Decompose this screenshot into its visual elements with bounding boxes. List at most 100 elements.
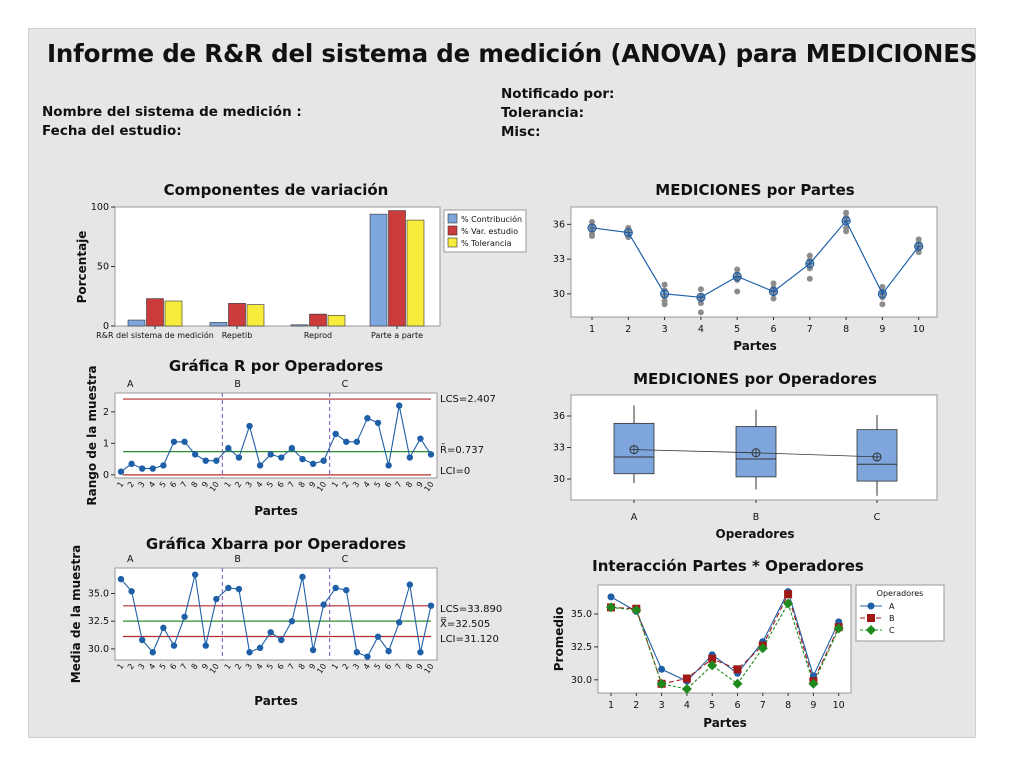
byoperators-title: MEDICIONES por Operadores: [633, 370, 877, 388]
xbar-x-tick-label: 1: [115, 662, 125, 671]
byoperators-mean-cross: [873, 452, 881, 461]
xbar-point: [332, 584, 339, 592]
xbar-x-tick-label: 2: [233, 662, 243, 671]
rchart-series-line: [120, 405, 432, 473]
rchart-x-axis-label: Partes: [254, 504, 298, 518]
rchart-point: [117, 468, 125, 475]
xbar-x-tick-label: 10: [422, 662, 435, 676]
interaction-y-tick-label: 35.0: [571, 609, 592, 620]
byparts-plot-area: [570, 206, 938, 318]
interaction-point: [757, 643, 768, 654]
xbar-x-tick-label: 7: [394, 662, 404, 671]
rchart-point: [406, 454, 414, 461]
xbar-x-tick-label: 6: [276, 662, 286, 671]
xbar-point: [364, 653, 371, 660]
interaction-x-tick-label: 7: [760, 700, 766, 711]
xbar-point: [353, 649, 361, 656]
components-title: Componentes de variación: [164, 181, 389, 199]
byparts-y-tick-label: 33: [553, 254, 565, 265]
components-bar: [406, 219, 425, 327]
rchart-y-tick-label: 0: [103, 470, 109, 481]
rchart-x-tick-label: 10: [315, 480, 328, 494]
xbar-x-tick-label: 8: [189, 662, 199, 671]
rchart-x-tick-label: 2: [126, 480, 136, 489]
xbar-x-tick-label: 3: [244, 662, 254, 671]
xbar-x-tick-label: 8: [297, 662, 307, 671]
rchart-point: [170, 438, 178, 445]
xbar-point: [278, 636, 285, 644]
rchart-x-tick-label: 4: [254, 480, 264, 489]
xbar-x-tick-label: 9: [415, 662, 425, 671]
xbar-point: [299, 573, 306, 581]
byparts-mean-cross: [696, 293, 705, 302]
xbar-y-tick-label: 35.0: [88, 588, 109, 599]
rchart-x-tick-label: 7: [394, 480, 404, 489]
rchart-point: [299, 455, 306, 463]
byparts-mean-cross: [914, 242, 923, 251]
interaction-point: [783, 598, 794, 609]
interaction-x-tick-label: 3: [659, 700, 665, 711]
rchart-x-tick-label: 3: [137, 480, 147, 489]
xbar-y-tick-label: 32.5: [88, 616, 109, 627]
components-legend-swatch: [447, 237, 458, 248]
components-legend-label: % Var. estudio: [461, 227, 518, 236]
components-bar: [388, 210, 406, 327]
interaction-point: [708, 654, 717, 663]
rchart-x-tick-label: 5: [372, 480, 382, 489]
rchart-x-tick-label: 8: [189, 480, 199, 489]
rchart-limit-label: LCI=0: [440, 466, 470, 477]
components-bar: [127, 319, 146, 327]
byoperators-y-tick-label: 33: [553, 443, 565, 454]
rchart-point: [213, 457, 220, 464]
interaction-point: [658, 665, 666, 673]
xbar-point: [385, 647, 392, 655]
rchart-point: [149, 465, 156, 472]
byoperators-mean-cross: [752, 448, 760, 457]
rchart-point: [160, 462, 167, 469]
interaction-point: [732, 678, 743, 689]
byoperators-x-axis-label: Operadores: [716, 527, 795, 541]
interaction-legend-label: B: [889, 614, 895, 623]
components-y-tick-label: 50: [97, 262, 109, 273]
interaction-x-tick-label: 2: [633, 700, 639, 711]
xbar-point: [396, 619, 403, 626]
xbar-point: [235, 585, 243, 593]
xbar-x-tick-label: 7: [179, 662, 189, 671]
rchart-plot-area: [114, 392, 438, 479]
byparts-observation: [734, 288, 741, 295]
components-bar: [164, 300, 183, 327]
byparts-observation: [589, 232, 595, 239]
xbar-point: [267, 629, 274, 636]
xbar-x-tick-label: 2: [126, 662, 136, 671]
rchart-x-tick-label: 3: [351, 480, 361, 489]
interaction-x-tick-label: 5: [709, 700, 715, 711]
rchart-point: [256, 462, 264, 469]
field-misc: Misc:: [501, 124, 541, 140]
field-reported-by: Notificado por:: [501, 86, 615, 102]
rchart-point: [332, 430, 339, 438]
xbar-title: Gráfica Xbarra por Operadores: [146, 535, 406, 553]
interaction-x-tick-label: 8: [785, 700, 791, 711]
byparts-mean-line: [591, 219, 920, 298]
byoperators-x-tick-label: B: [753, 512, 760, 523]
components-bar: [327, 314, 346, 327]
byparts-mean-cross: [878, 289, 887, 298]
rchart-point: [191, 451, 199, 458]
interaction-y-tick-label: 30.0: [571, 675, 592, 686]
rchart-point: [396, 402, 403, 409]
components-category-label: R&R del sistema de medición: [96, 330, 214, 340]
xbar-x-tick-label: 3: [137, 662, 147, 671]
xbar-x-tick-label: 4: [362, 662, 372, 671]
components-y-tick-label: 100: [91, 202, 109, 213]
byparts-x-tick-label: 4: [698, 324, 704, 335]
byparts-observation: [734, 266, 741, 273]
xbar-point: [417, 649, 424, 656]
rchart-x-tick-label: 4: [147, 480, 157, 489]
rchart-point: [138, 465, 146, 472]
rchart-x-tick-label: 2: [341, 480, 351, 489]
byparts-observation: [661, 281, 668, 288]
byparts-mean-cross: [805, 259, 814, 268]
rchart-point: [427, 451, 435, 458]
interaction-point: [606, 602, 616, 613]
